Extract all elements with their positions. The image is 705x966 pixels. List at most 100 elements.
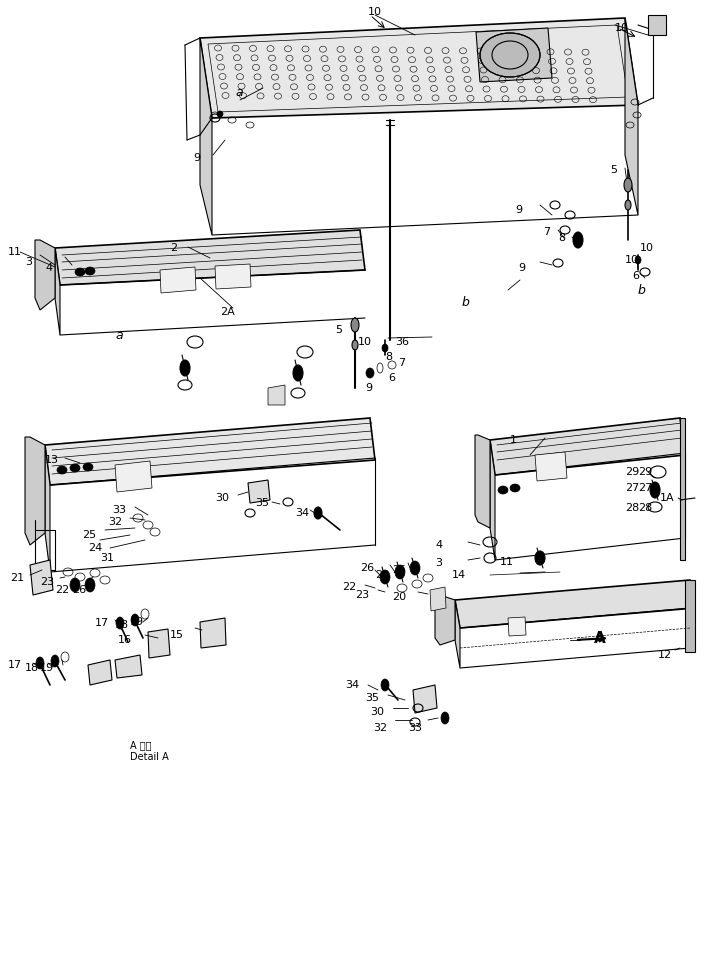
Text: A 詳細: A 詳細	[130, 740, 152, 750]
Ellipse shape	[131, 614, 139, 626]
Ellipse shape	[635, 256, 641, 264]
Text: 23: 23	[40, 577, 54, 587]
Polygon shape	[115, 461, 152, 492]
Text: 10: 10	[358, 337, 372, 347]
Text: 17: 17	[95, 618, 109, 628]
Polygon shape	[45, 445, 50, 572]
Ellipse shape	[351, 318, 359, 332]
Ellipse shape	[85, 578, 95, 592]
Text: 18: 18	[115, 620, 129, 630]
Text: 30: 30	[370, 707, 384, 717]
Ellipse shape	[75, 268, 85, 276]
Polygon shape	[200, 18, 638, 118]
Bar	[648, 15, 666, 35]
Ellipse shape	[36, 657, 44, 669]
Ellipse shape	[395, 565, 405, 579]
Polygon shape	[455, 600, 460, 668]
Text: 5: 5	[610, 165, 617, 175]
Ellipse shape	[116, 617, 124, 629]
Text: 27: 27	[625, 483, 639, 493]
Text: 6: 6	[388, 373, 395, 383]
Ellipse shape	[624, 178, 632, 192]
Text: 17: 17	[8, 660, 22, 670]
Text: 29: 29	[625, 467, 639, 477]
Text: 15: 15	[170, 630, 184, 640]
Text: 3: 3	[435, 558, 442, 568]
Polygon shape	[200, 618, 226, 648]
Ellipse shape	[217, 111, 223, 117]
Ellipse shape	[293, 365, 303, 381]
Polygon shape	[430, 587, 446, 611]
Text: 32: 32	[108, 517, 122, 527]
Ellipse shape	[498, 486, 508, 494]
Polygon shape	[30, 560, 53, 595]
Ellipse shape	[366, 368, 374, 378]
Polygon shape	[45, 418, 375, 485]
Polygon shape	[200, 38, 212, 235]
Polygon shape	[680, 418, 685, 560]
Text: 25: 25	[392, 565, 406, 575]
Text: 32: 32	[373, 723, 387, 733]
Text: 10: 10	[640, 243, 654, 253]
Ellipse shape	[70, 578, 80, 592]
Polygon shape	[268, 385, 285, 405]
Text: 19: 19	[130, 617, 144, 627]
Polygon shape	[35, 240, 55, 310]
Text: b: b	[462, 296, 470, 308]
Text: 24: 24	[375, 570, 389, 580]
Text: 26: 26	[72, 585, 86, 595]
Text: 29: 29	[638, 467, 652, 477]
Text: 12: 12	[658, 650, 672, 660]
Text: 33: 33	[408, 723, 422, 733]
Ellipse shape	[57, 466, 67, 474]
Text: 8: 8	[385, 352, 392, 362]
Ellipse shape	[380, 570, 390, 584]
Text: 7: 7	[398, 358, 405, 368]
Polygon shape	[55, 230, 365, 285]
Ellipse shape	[441, 712, 449, 724]
Polygon shape	[625, 18, 638, 215]
Text: 25: 25	[82, 530, 96, 540]
Text: 35: 35	[365, 693, 379, 703]
Polygon shape	[115, 655, 142, 678]
Ellipse shape	[381, 679, 389, 691]
Text: a: a	[115, 328, 123, 342]
Text: 9: 9	[193, 153, 200, 163]
Text: 22: 22	[342, 582, 356, 592]
Ellipse shape	[535, 551, 545, 565]
Polygon shape	[685, 580, 695, 652]
Text: 10: 10	[625, 255, 639, 265]
Text: 1A: 1A	[660, 493, 675, 503]
Polygon shape	[55, 248, 60, 335]
Ellipse shape	[352, 340, 358, 350]
Text: 4: 4	[45, 263, 52, 273]
Ellipse shape	[51, 655, 59, 667]
Text: 5: 5	[335, 325, 342, 335]
Polygon shape	[215, 264, 251, 289]
Text: 2: 2	[170, 243, 177, 253]
Ellipse shape	[410, 561, 420, 575]
Text: 22: 22	[55, 585, 69, 595]
Polygon shape	[25, 437, 45, 545]
Ellipse shape	[83, 463, 93, 471]
Text: 28: 28	[625, 503, 639, 513]
Polygon shape	[490, 440, 495, 560]
Text: 33: 33	[112, 505, 126, 515]
Polygon shape	[476, 28, 552, 82]
Text: A: A	[594, 631, 606, 645]
Text: 9: 9	[365, 383, 372, 393]
Text: 23: 23	[355, 590, 369, 600]
Text: 14: 14	[452, 570, 466, 580]
Text: b: b	[638, 283, 646, 297]
Text: 21: 21	[10, 573, 24, 583]
Text: 2A: 2A	[220, 307, 235, 317]
Text: a: a	[235, 86, 243, 99]
Text: 1: 1	[510, 435, 517, 445]
Polygon shape	[413, 685, 437, 713]
Ellipse shape	[85, 267, 95, 275]
Ellipse shape	[650, 482, 660, 498]
Ellipse shape	[382, 344, 388, 352]
Text: 13: 13	[45, 455, 59, 465]
Text: 18: 18	[25, 663, 39, 673]
Text: 28: 28	[638, 503, 652, 513]
